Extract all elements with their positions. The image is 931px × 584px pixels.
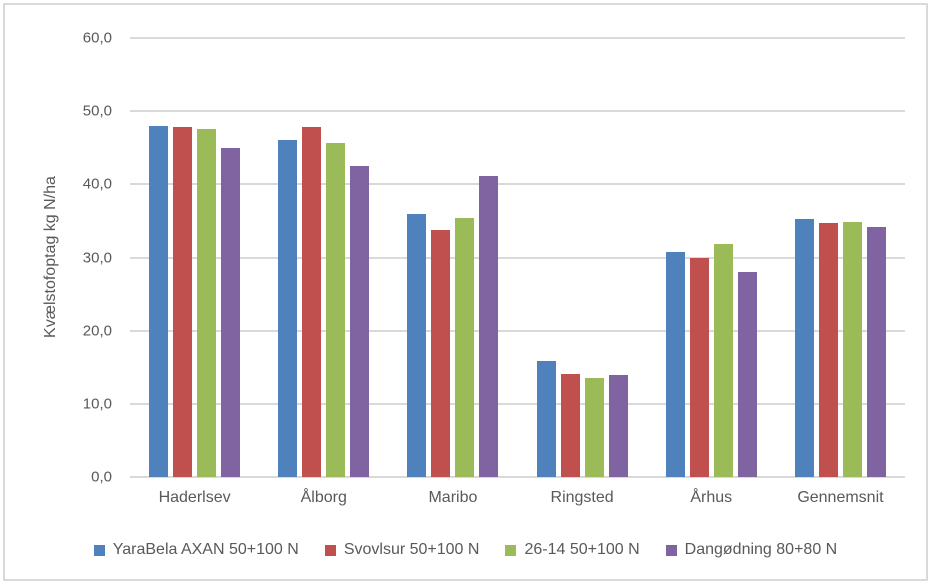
gridline	[130, 110, 905, 113]
x-axis-category-label: Ringsted	[550, 489, 614, 506]
bar	[302, 127, 322, 477]
gridline	[130, 183, 905, 186]
legend-swatch	[665, 544, 677, 556]
legend-entry: 26-14 50+100 N	[505, 541, 640, 559]
bar	[479, 175, 499, 477]
bar-group	[518, 38, 647, 477]
x-axis-category-label: Århus	[690, 489, 733, 506]
legend: YaraBela AXAN 50+100 N Svovlsur 50+100 N 2…	[5, 541, 926, 559]
bar-group	[130, 38, 259, 477]
bar	[794, 218, 814, 477]
x-axis-category-label: Maribo	[428, 489, 478, 506]
legend-swatch	[324, 544, 336, 556]
bar	[608, 374, 628, 477]
legend-label: 26-14 50+100 N	[524, 541, 640, 558]
bar	[560, 373, 580, 477]
bar	[326, 143, 346, 477]
gridline	[130, 402, 905, 405]
bar	[713, 244, 733, 477]
plot-area	[130, 37, 905, 478]
bar	[737, 272, 757, 477]
bar-group	[388, 38, 517, 477]
bar	[818, 223, 838, 477]
bar	[149, 125, 169, 477]
y-tick-label: 20,0	[82, 322, 112, 340]
bar-group	[647, 38, 776, 477]
y-tick-label: 0,0	[91, 468, 112, 486]
bar-group	[776, 38, 905, 477]
legend-entry: Svovlsur 50+100 N	[324, 541, 480, 559]
y-tick-label: 30,0	[82, 249, 112, 266]
legend-label: YaraBela AXAN 50+100 N	[112, 541, 299, 558]
legend-swatch	[93, 544, 105, 556]
x-axis-labels: Haderlsev Ålborg Maribo Ringsted Århus Gennem…	[130, 489, 905, 507]
gridline	[130, 476, 905, 478]
x-axis-category-label: Ålborg	[300, 489, 347, 506]
legend-entry: YaraBela AXAN 50+100 N	[93, 541, 299, 559]
bar	[350, 166, 370, 477]
x-axis-category-label: Gennemsnit	[797, 489, 884, 506]
chart-frame: Kvælstofoptag kg N/ha 0,0 10,0 20,0 30,0 40,…	[3, 3, 928, 581]
bar	[866, 226, 886, 477]
y-tick-label: 10,0	[82, 395, 112, 413]
bar	[407, 214, 427, 477]
bar	[278, 139, 298, 477]
gridline	[130, 256, 905, 259]
legend-label: Svovlsur 50+100 N	[343, 541, 480, 558]
legend-swatch	[505, 544, 517, 556]
y-axis-ticks: 0,0 10,0 20,0 30,0 40,0 50,0 60,0	[5, 30, 112, 486]
y-tick-label: 50,0	[82, 102, 112, 120]
bar	[431, 229, 451, 477]
legend-entry: Dangødning 80+80 N	[665, 541, 838, 559]
legend-label: Dangødning 80+80 N	[684, 541, 838, 558]
bar	[455, 218, 475, 477]
y-tick-label: 60,0	[82, 29, 112, 47]
bar	[197, 128, 217, 477]
bar-group	[259, 38, 388, 477]
bar	[536, 361, 556, 477]
y-tick-label: 40,0	[82, 175, 112, 193]
bar	[173, 126, 193, 477]
bar	[584, 378, 604, 477]
gridline	[130, 329, 905, 332]
bar	[221, 147, 241, 477]
x-axis-category-label: Haderlsev	[158, 489, 231, 506]
bar	[665, 252, 685, 477]
gridline	[130, 37, 905, 39]
bar	[842, 222, 862, 477]
bar	[689, 257, 709, 477]
